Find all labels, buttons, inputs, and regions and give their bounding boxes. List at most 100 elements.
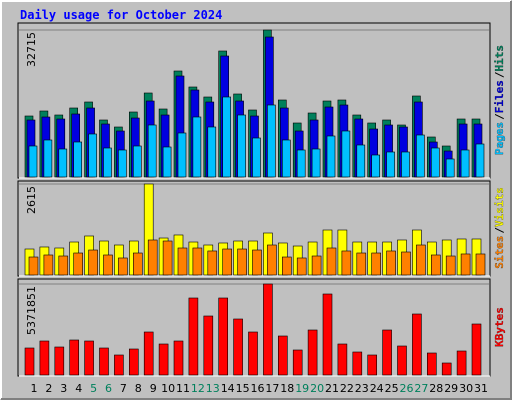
x-tick-label: 24 [370,382,384,395]
legend-entry: Sites [493,236,506,269]
bar [162,240,173,276]
legend-entry: Visits [493,187,506,227]
bar [281,139,291,178]
bar [441,362,452,376]
bar [281,256,292,276]
bar [416,134,425,178]
bar [218,297,228,376]
bar [352,351,363,376]
bar [326,135,336,178]
y-tick-label: 2615 [25,186,38,214]
bar [99,347,109,376]
bar [147,239,158,276]
bar [416,244,426,276]
x-tick-label: 23 [355,382,369,395]
x-tick-label: 25 [385,382,399,395]
x-tick-label: 30 [459,382,473,395]
bar [307,329,318,376]
x-tick-label: 21 [325,382,339,395]
x-tick-label: 22 [340,382,354,395]
bar [382,329,392,376]
x-tick-label: 14 [221,382,235,395]
x-tick-label: 11 [176,382,190,395]
bar [296,257,307,276]
bar [267,104,276,178]
bar [371,252,382,276]
x-tick-label: 5 [90,382,97,395]
legend-separator: / [493,227,506,234]
legend-separator: / [493,71,506,78]
x-tick-label: 12 [191,382,205,395]
x-tick-label: 16 [251,382,265,395]
x-tick-label: 20 [310,382,324,395]
bar [103,254,113,276]
x-tick-label: 29 [444,382,458,395]
bar [426,352,437,376]
bar [84,340,94,376]
bar [143,331,154,376]
bar [341,130,351,178]
bar [341,250,352,276]
bar [292,349,303,376]
legend: KBytes [493,307,506,347]
bar [296,149,306,178]
x-tick-label: 8 [135,382,142,395]
bar [222,96,231,178]
bar [88,133,97,178]
x-tick-label: 19 [295,382,309,395]
legend-entry: KBytes [493,307,506,347]
x-tick-label: 6 [105,382,112,395]
bar [222,248,232,276]
bar [177,247,188,276]
x-tick-label: 4 [75,382,82,395]
bar [475,143,485,178]
bar [337,343,348,376]
bar [311,148,321,178]
bar [252,249,262,276]
bar [73,252,83,276]
legend-separator: / [493,113,506,120]
bar [471,323,482,376]
bar [367,354,378,376]
x-tick-label: 2 [45,382,52,395]
bar [147,124,157,178]
bar [237,114,246,178]
bar [445,158,455,178]
bar [43,254,54,276]
bar [401,151,410,178]
bar [252,137,261,178]
bar [69,339,79,376]
bar [277,335,288,376]
x-tick-label: 18 [280,382,294,395]
bar [118,257,128,276]
bar [103,147,112,178]
y-tick-label: 5371851 [25,286,38,335]
bar [263,283,273,376]
x-tick-label: 27 [414,382,428,395]
bar [248,331,258,376]
bar [386,250,396,276]
bar [475,253,486,276]
x-tick-label: 7 [120,382,127,395]
bar [162,146,172,178]
bar [28,145,38,178]
bar [192,116,202,178]
bar [114,354,124,376]
bar [456,350,467,376]
legend-entry: Hits [493,45,506,72]
x-tick-label: 10 [161,382,175,395]
bar [460,149,470,178]
bar [207,126,217,178]
bar [173,340,184,376]
y-tick-label: 32715 [25,32,38,67]
bar [267,244,277,276]
bar [54,346,65,376]
x-tick-label: 17 [265,382,279,395]
bar [322,293,333,376]
x-tick-label: 28 [429,382,443,395]
x-tick-label: 26 [400,382,414,395]
bar [445,255,456,276]
bar [401,251,411,276]
bar [133,145,142,178]
x-tick-label: 1 [31,382,38,395]
